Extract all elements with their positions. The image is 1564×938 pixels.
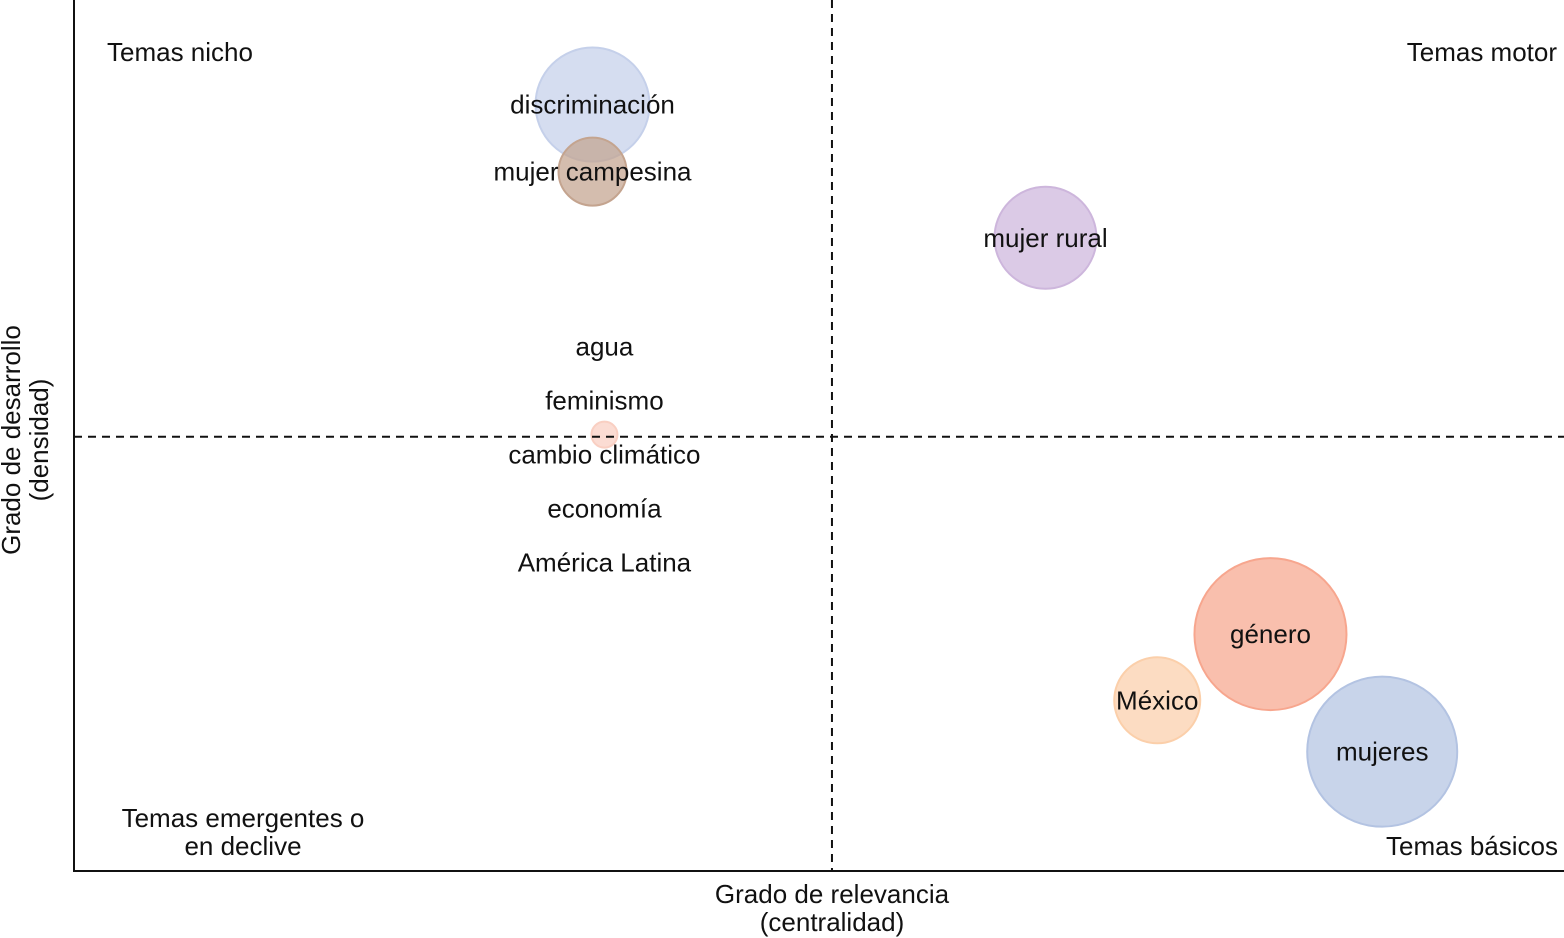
y-axis-title: Grado de desarrollo(densidad) xyxy=(0,325,54,555)
bubble-label-layer: discriminación mujer campesina mujer rural… xyxy=(494,90,1429,767)
quadrant-label-bottom-right: Temas básicos xyxy=(1386,831,1558,861)
bubble-mujer-campesina xyxy=(557,136,628,207)
bubble-mexico xyxy=(1113,656,1202,745)
bubble-cambio-climatico xyxy=(590,420,619,449)
bubble-mujeres xyxy=(1306,675,1459,828)
bubble-mujer-rural xyxy=(993,185,1098,290)
bubble-label-genero: género xyxy=(1230,619,1311,649)
quadrant-label-bottom-left: Temas emergentes o en declive xyxy=(122,803,365,861)
bubble-label-mujer-campesina: mujer campesina xyxy=(494,157,693,187)
bubble-label-mujer-rural: mujer rural xyxy=(983,223,1107,253)
quadrant-dividers xyxy=(74,0,1564,871)
bubble-layer xyxy=(534,46,1459,828)
bubble-genero xyxy=(1193,557,1348,712)
axis-title-layer: Grado de relevancia (centralidad) Grado de… xyxy=(0,325,950,937)
quadrant-label-layer: Temas nicho Temas motor Temas emergentes o… xyxy=(107,37,1558,861)
quadrant-label-top-right: Temas motor xyxy=(1407,37,1558,67)
bubble-label-feminismo: feminismo xyxy=(545,386,663,416)
bubble-label-america-latina: América Latina xyxy=(518,548,692,578)
quadrant-label-top-left: Temas nicho xyxy=(107,37,253,67)
bubble-label-economia: economía xyxy=(547,494,662,524)
bubble-label-cambio-climatico: cambio climático xyxy=(508,440,700,470)
bubble-label-discriminacion: discriminación xyxy=(510,90,675,120)
bubble-label-mexico: México xyxy=(1116,685,1198,715)
axes xyxy=(73,0,1564,872)
bubble-label-agua: agua xyxy=(576,332,634,362)
bubble-label-mujeres: mujeres xyxy=(1336,737,1428,767)
x-axis-title: Grado de relevancia (centralidad) xyxy=(715,879,950,937)
